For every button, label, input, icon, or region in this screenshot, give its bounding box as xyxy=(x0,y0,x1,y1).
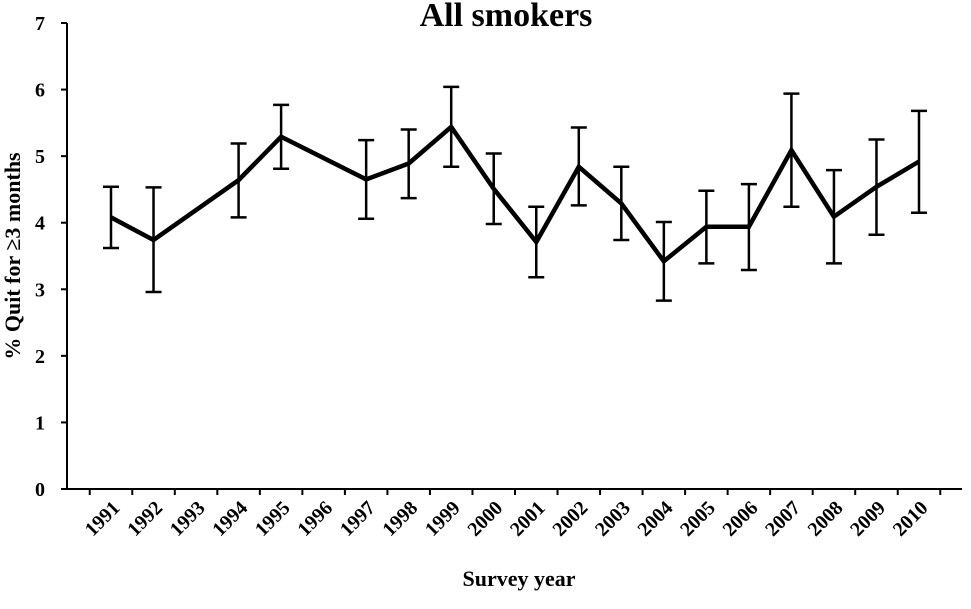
chart-title: All smokers xyxy=(420,0,593,34)
x-tick-label: 1993 xyxy=(166,497,210,541)
y-tick-label: 2 xyxy=(35,346,45,368)
y-tick-label: 3 xyxy=(35,279,45,301)
series-line xyxy=(109,123,921,265)
error-bar xyxy=(103,185,119,250)
x-tick-label: 1996 xyxy=(293,497,337,541)
y-axis-label: % Quit for ≥3 months xyxy=(0,152,25,360)
y-tick-label: 5 xyxy=(35,146,45,168)
x-tick-label: 2008 xyxy=(804,497,848,541)
y-ticks: 0 1 2 3 4 5 6 7 xyxy=(35,13,67,501)
x-axis-label: Survey year xyxy=(462,566,575,591)
x-tick-label: 2007 xyxy=(761,497,805,541)
x-tick-label: 1999 xyxy=(421,497,465,541)
error-bars xyxy=(103,85,927,302)
x-tick-label: 2005 xyxy=(676,497,720,541)
x-tick-label: 1994 xyxy=(208,497,252,541)
x-tick-label: 1997 xyxy=(336,497,380,541)
x-tick-label: 2003 xyxy=(591,497,635,541)
x-tick-label: 2000 xyxy=(463,497,507,541)
series-layer xyxy=(109,123,921,265)
x-tick-label: 2009 xyxy=(846,497,890,541)
y-tick-label: 4 xyxy=(35,213,45,235)
x-tick-label: 1998 xyxy=(378,497,422,541)
x-tick-label: 2002 xyxy=(548,497,592,541)
y-tick-label: 1 xyxy=(35,412,45,434)
x-tick-label: 1992 xyxy=(123,497,167,541)
x-tick-label: 2006 xyxy=(719,497,763,541)
x-tick-label: 2004 xyxy=(634,497,678,541)
y-tick-label: 6 xyxy=(35,80,45,102)
x-tick-label: 1991 xyxy=(81,497,125,541)
x-ticks: 1991199219931994199519961997199819992000… xyxy=(81,489,942,541)
x-tick-label: 2010 xyxy=(889,497,933,541)
x-tick-label: 1995 xyxy=(251,497,295,541)
y-tick-label: 7 xyxy=(35,13,45,35)
x-tick-label: 2001 xyxy=(506,497,550,541)
y-tick-label: 0 xyxy=(35,479,45,501)
